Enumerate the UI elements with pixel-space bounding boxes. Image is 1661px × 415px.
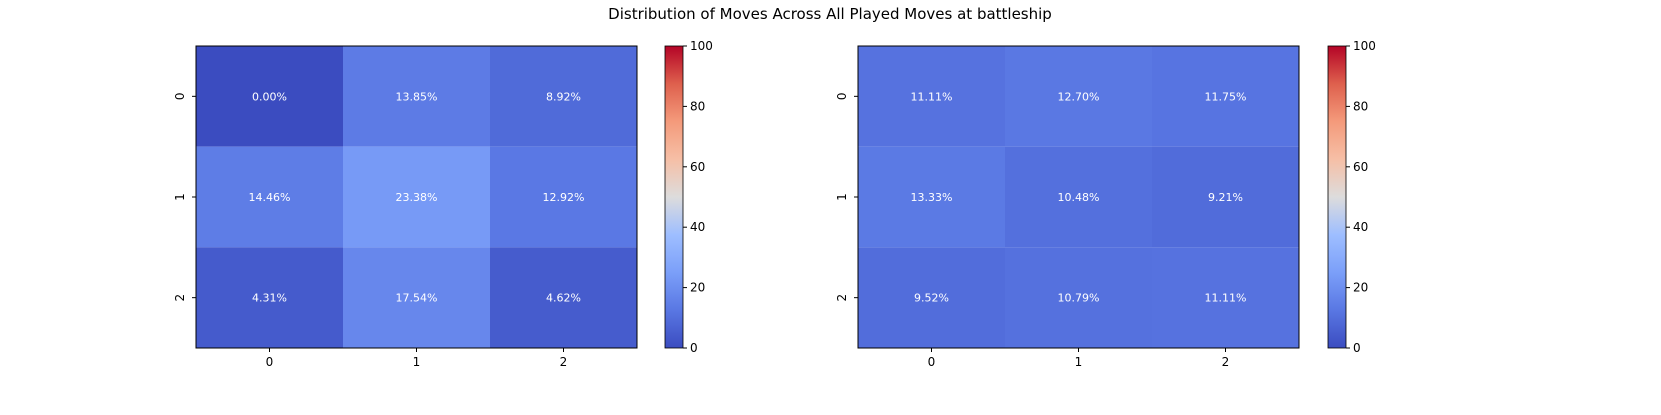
heatmap-cell-r1-c2 [490,146,637,248]
cell-label-r0-c2: 11.75% [1205,90,1247,103]
heatmap-cell-r0-c0 [196,46,343,147]
y-tick-label-0: 0 [835,93,849,101]
y-tick-label-2: 2 [173,294,187,302]
cell-label-r0-c0: 0.00% [252,90,287,103]
cell-label-r0-c1: 13.85% [396,90,438,103]
heatmap-cell-r2-c1 [1005,247,1152,348]
colorbar-tick-label-80: 80 [690,99,705,113]
heatmap-cell-r0-c2 [1152,46,1299,147]
cell-label-r1-c1: 23.38% [396,191,438,204]
y-tick-label-1: 1 [173,193,187,201]
colorbar-tick-label-60: 60 [690,160,705,174]
heatmap-cell-r1-c2 [1152,146,1299,248]
cell-label-r2-c1: 17.54% [396,292,438,305]
colorbar-tick-label-0: 0 [1353,341,1361,355]
cell-label-r2-c2: 11.11% [1205,292,1247,305]
cell-label-r1-c2: 12.92% [543,191,585,204]
cell-label-r1-c0: 13.33% [911,191,953,204]
heatmap-cell-r0-c0 [858,46,1005,147]
heatmap-cell-r2-c0 [858,247,1005,348]
colorbar-tick-label-40: 40 [1353,220,1368,234]
cell-label-r0-c1: 12.70% [1058,90,1100,103]
cell-label-r1-c2: 9.21% [1208,191,1243,204]
heatmap-cell-r2-c0 [196,247,343,348]
figure-title: Distribution of Moves Across All Played … [608,5,1052,23]
heatmap-right: 11.11% 12.70% 11.75% 13.33% 10.48% 9.21% 9.52%… [835,39,1376,369]
heatmap-cell-r0-c1 [343,46,490,147]
x-tick-label-1: 1 [413,355,421,369]
heatmap-cell-r1-c0 [858,146,1005,248]
colorbar-tick-label-100: 100 [1353,39,1376,53]
x-tick-label-2: 2 [560,355,568,369]
x-tick-label-0: 0 [928,355,936,369]
x-tick-label-0: 0 [266,355,274,369]
colorbar-tick-label-60: 60 [1353,160,1368,174]
y-tick-label-1: 1 [835,193,849,201]
y-tick-label-0: 0 [173,93,187,101]
cell-label-r1-c0: 14.46% [249,191,291,204]
x-tick-label-1: 1 [1075,355,1083,369]
cell-label-r2-c2: 4.62% [546,292,581,305]
cell-label-r2-c0: 9.52% [914,292,949,305]
heatmap-left: 0.00% 13.85% 8.92% 14.46% 23.38% 12.92% 4.31% 1… [173,39,713,369]
cell-label-r0-c0: 11.11% [911,90,953,103]
heatmap-cell-r1-c1 [343,146,490,248]
colorbar [1327,45,1347,349]
colorbar-tick-label-0: 0 [690,341,698,355]
colorbar-tick-label-100: 100 [690,39,713,53]
heatmap-cell-r2-c2 [490,247,637,348]
heatmap-cell-r0-c2 [490,46,637,147]
heatmap-cell-r0-c1 [1005,46,1152,147]
colorbar-tick-label-80: 80 [1353,99,1368,113]
heatmap-cell-r2-c2 [1152,247,1299,348]
heatmap-cell-r1-c0 [196,146,343,248]
colorbar-tick-label-40: 40 [690,220,705,234]
colorbar-tick-label-20: 20 [1353,281,1368,295]
colorbar [664,45,684,349]
heatmap-cell-r2-c1 [343,247,490,348]
x-tick-label-2: 2 [1222,355,1230,369]
colorbar-tick-label-20: 20 [690,281,705,295]
y-tick-label-2: 2 [835,294,849,302]
heatmap-cell-r1-c1 [1005,146,1152,248]
cell-label-r1-c1: 10.48% [1058,191,1100,204]
cell-label-r2-c0: 4.31% [252,292,287,305]
cell-label-r2-c1: 10.79% [1058,292,1100,305]
cell-label-r0-c2: 8.92% [546,90,581,103]
